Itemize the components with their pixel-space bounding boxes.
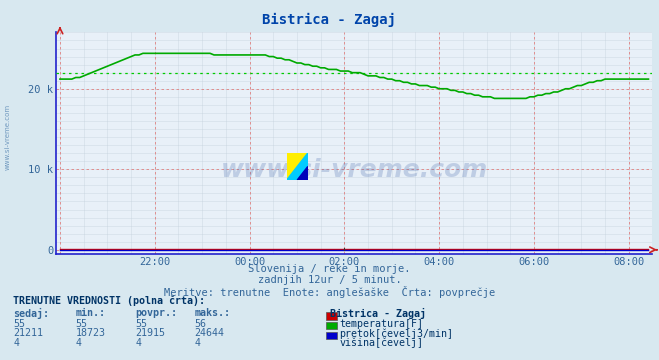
Text: 4: 4 (76, 338, 82, 348)
Text: zadnjih 12ur / 5 minut.: zadnjih 12ur / 5 minut. (258, 275, 401, 285)
Text: temperatura[F]: temperatura[F] (339, 319, 423, 329)
Text: 55: 55 (13, 319, 25, 329)
Text: višina[čevelj]: višina[čevelj] (339, 338, 423, 348)
Polygon shape (287, 153, 308, 180)
Text: povpr.:: povpr.: (135, 308, 177, 318)
Text: 21211: 21211 (13, 328, 43, 338)
Text: 4: 4 (135, 338, 141, 348)
Text: 56: 56 (194, 319, 206, 329)
Text: 24644: 24644 (194, 328, 225, 338)
Text: Slovenija / reke in morje.: Slovenija / reke in morje. (248, 264, 411, 274)
Text: 4: 4 (194, 338, 200, 348)
Text: 18723: 18723 (76, 328, 106, 338)
Text: www.si-vreme.com: www.si-vreme.com (221, 158, 488, 182)
Polygon shape (297, 166, 308, 180)
Text: 21915: 21915 (135, 328, 165, 338)
Text: Bistrica - Zagaj: Bistrica - Zagaj (330, 308, 426, 319)
Text: maks.:: maks.: (194, 308, 231, 318)
Text: TRENUTNE VREDNOSTI (polna črta):: TRENUTNE VREDNOSTI (polna črta): (13, 296, 205, 306)
Text: www.si-vreme.com: www.si-vreme.com (5, 104, 11, 170)
Polygon shape (287, 153, 308, 180)
Text: min.:: min.: (76, 308, 106, 318)
Text: Meritve: trenutne  Enote: anglešaške  Črta: povprečje: Meritve: trenutne Enote: anglešaške Črta… (164, 286, 495, 298)
Text: 55: 55 (135, 319, 147, 329)
Text: Bistrica - Zagaj: Bistrica - Zagaj (262, 13, 397, 27)
Text: 55: 55 (76, 319, 88, 329)
Text: pretok[čevelj3/min]: pretok[čevelj3/min] (339, 328, 453, 339)
Text: 4: 4 (13, 338, 19, 348)
Text: sedaj:: sedaj: (13, 308, 49, 319)
